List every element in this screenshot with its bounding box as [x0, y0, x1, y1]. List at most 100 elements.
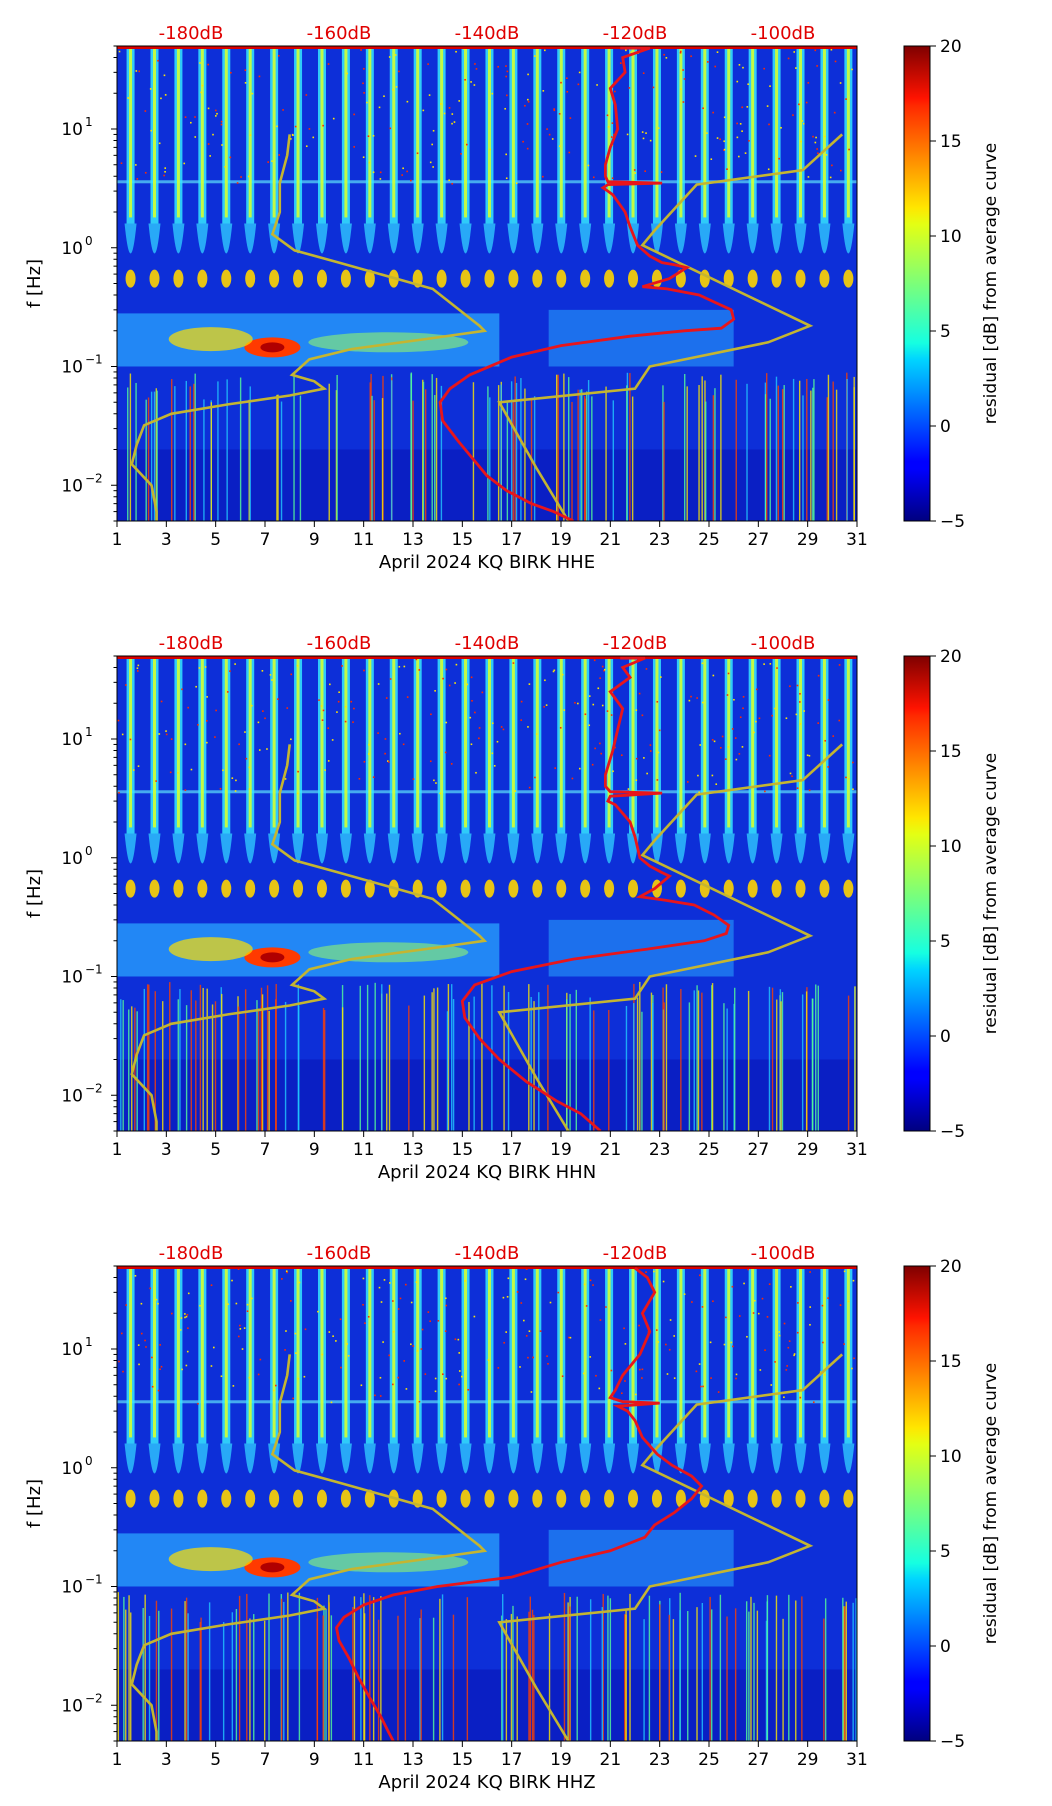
- x-tick-label: 1: [112, 1140, 123, 1160]
- x-tick-label: 21: [600, 530, 622, 550]
- top-db-tick-label: -160dB: [307, 23, 372, 44]
- x-tick-label: 7: [260, 1140, 271, 1160]
- colorbar-tick-label: 5: [940, 1542, 951, 1562]
- x-tick-label: 31: [846, 530, 868, 550]
- colorbar-tick-label: 10: [940, 227, 962, 247]
- model-curve-high: [497, 743, 844, 1131]
- y-tick-label: 10: [61, 968, 83, 988]
- x-tick-label: 25: [698, 1140, 720, 1160]
- y-axis-label: f [Hz]: [24, 259, 45, 308]
- colorbar-label: residual [dB] from average curve: [981, 1363, 1001, 1644]
- y-tick-exponent: 0: [85, 844, 93, 858]
- average-curve: [335, 1266, 704, 1741]
- x-tick-label: 9: [309, 1750, 320, 1770]
- x-tick-label: 21: [600, 1140, 622, 1160]
- model-curve-low: [130, 134, 488, 521]
- y-tick-exponent: −2: [85, 1081, 103, 1095]
- y-tick-exponent: 0: [85, 1454, 93, 1468]
- model-curve-high: [497, 133, 844, 521]
- x-tick-label: 31: [846, 1750, 868, 1770]
- colorbar-tick-label: 20: [940, 647, 962, 667]
- y-tick-label: 10: [61, 476, 83, 496]
- x-axis-label: April 2024 KQ BIRK HHE: [379, 552, 595, 573]
- x-tick-label: 21: [600, 1750, 622, 1770]
- y-tick-exponent: 1: [85, 1335, 93, 1349]
- colorbar-label: residual [dB] from average curve: [981, 143, 1001, 424]
- top-db-tick-label: -180dB: [159, 1243, 224, 1264]
- top-db-tick-label: -180dB: [159, 23, 224, 44]
- colorbar-tick-label: 10: [940, 1447, 962, 1467]
- y-axis-label: f [Hz]: [24, 869, 45, 918]
- x-tick-label: 25: [698, 1750, 720, 1770]
- colorbar-tick-label: 15: [940, 742, 962, 762]
- x-tick-label: 11: [353, 530, 375, 550]
- x-tick-label: 15: [452, 1750, 474, 1770]
- top-db-tick-label: -120dB: [603, 633, 668, 654]
- x-tick-label: 5: [210, 1140, 221, 1160]
- x-tick-label: 19: [550, 1750, 572, 1770]
- x-tick-label: 29: [797, 1750, 819, 1770]
- x-tick-label: 27: [748, 530, 770, 550]
- top-db-tick-label: -140dB: [455, 633, 520, 654]
- x-axis-label: April 2024 KQ BIRK HHN: [378, 1162, 596, 1183]
- x-tick-label: 19: [550, 1140, 572, 1160]
- y-tick-exponent: −1: [85, 963, 103, 977]
- y-tick-label: 10: [61, 1086, 83, 1106]
- top-db-tick-label: -140dB: [455, 23, 520, 44]
- y-tick-label: 10: [61, 730, 83, 750]
- x-tick-label: 17: [501, 1140, 523, 1160]
- model-curve-low: [130, 1354, 488, 1741]
- x-tick-label: 13: [402, 1750, 424, 1770]
- colorbar: [903, 45, 931, 522]
- colorbar: [903, 655, 931, 1132]
- top-db-tick-label: -120dB: [603, 23, 668, 44]
- top-db-tick-label: -100dB: [751, 23, 816, 44]
- top-db-tick-label: -100dB: [751, 1243, 816, 1264]
- top-db-tick-label: -180dB: [159, 633, 224, 654]
- average-curve: [438, 46, 736, 521]
- colorbar: [903, 1265, 931, 1742]
- y-tick-label: 10: [61, 239, 83, 259]
- y-tick-label: 10: [61, 1696, 83, 1716]
- x-tick-label: 25: [698, 530, 720, 550]
- x-tick-label: 3: [161, 1750, 172, 1770]
- colorbar-tick-label: 0: [940, 1027, 951, 1047]
- x-axis-label: April 2024 KQ BIRK HHZ: [378, 1772, 595, 1793]
- y-axis-label: f [Hz]: [24, 1479, 45, 1528]
- x-tick-label: 3: [161, 530, 172, 550]
- y-tick-label: 10: [61, 1459, 83, 1479]
- y-tick-exponent: 1: [85, 115, 93, 129]
- x-tick-label: 27: [748, 1140, 770, 1160]
- x-tick-label: 23: [649, 1140, 671, 1160]
- y-tick-exponent: −2: [85, 1691, 103, 1705]
- x-tick-label: 1: [112, 530, 123, 550]
- spectrogram-image: [117, 1266, 857, 1741]
- x-tick-label: 19: [550, 530, 572, 550]
- x-tick-label: 29: [797, 530, 819, 550]
- x-tick-label: 5: [210, 1750, 221, 1770]
- colorbar-tick-label: 0: [940, 1637, 951, 1657]
- colorbar-tick-label: 20: [940, 37, 962, 57]
- y-tick-exponent: 0: [85, 234, 93, 248]
- top-db-tick-label: -160dB: [307, 633, 372, 654]
- x-tick-label: 3: [161, 1140, 172, 1160]
- colorbar-tick-label: 20: [940, 1257, 962, 1277]
- x-tick-label: 7: [260, 1750, 271, 1770]
- x-tick-label: 7: [260, 530, 271, 550]
- colorbar-tick-label: 5: [940, 932, 951, 952]
- y-tick-exponent: −2: [85, 471, 103, 485]
- x-tick-label: 5: [210, 530, 221, 550]
- colorbar-tick-label: 15: [940, 1352, 962, 1372]
- colorbar-tick-label: 0: [940, 417, 951, 437]
- model-curve-high: [497, 1353, 844, 1741]
- spectrogram-image: [117, 656, 857, 1131]
- x-tick-label: 1: [112, 1750, 123, 1770]
- x-tick-label: 29: [797, 1140, 819, 1160]
- colorbar-label: residual [dB] from average curve: [981, 753, 1001, 1034]
- y-tick-label: 10: [61, 1340, 83, 1360]
- x-tick-label: 27: [748, 1750, 770, 1770]
- y-tick-label: 10: [61, 358, 83, 378]
